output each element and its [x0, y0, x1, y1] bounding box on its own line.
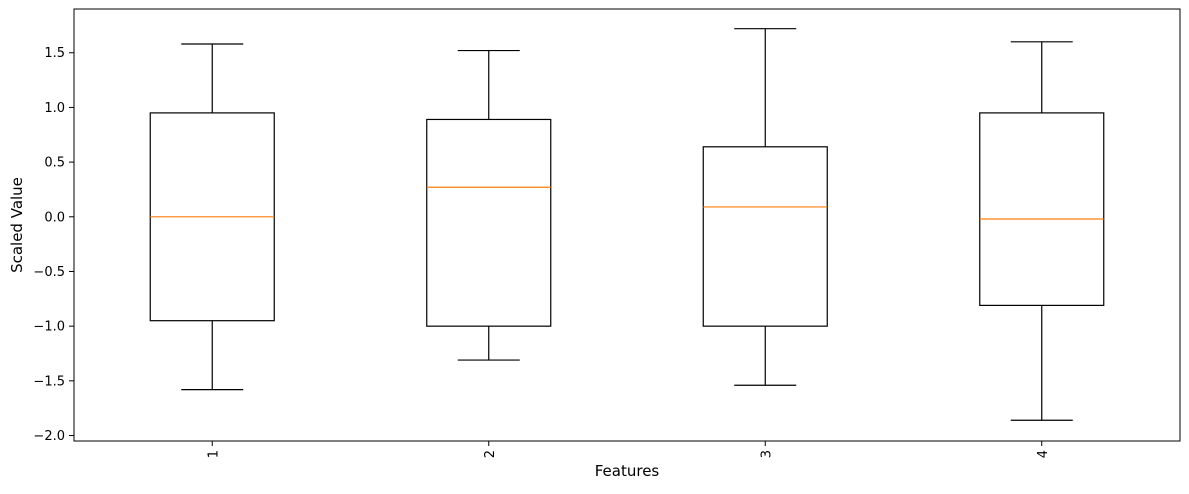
y-tick-label: 0.0 [44, 210, 65, 225]
box-series-2 [426, 49, 552, 361]
box-series-1 [149, 43, 275, 391]
y-axis: −2.0 −1.5 −1.0 −0.5 0.0 0.5 1.0 1.5 [33, 46, 74, 444]
axes-frame [73, 8, 1181, 442]
y-tick-label: −0.5 [33, 265, 65, 280]
y-tick-label: 1.0 [44, 101, 65, 116]
box-iqr [979, 112, 1105, 306]
y-tick-label: −1.5 [33, 374, 65, 389]
y-tick-label: −1.0 [33, 320, 65, 335]
box-iqr [426, 118, 552, 327]
box-series-3 [702, 28, 828, 386]
x-tick-label: 1 [206, 450, 221, 458]
y-tick-label: 0.5 [44, 156, 65, 171]
box-iqr [702, 146, 828, 327]
y-tick-label: −2.0 [33, 429, 65, 444]
plot-area [149, 28, 1105, 421]
x-axis: 1 2 3 4 [206, 441, 1051, 458]
x-axis-label: Features [595, 462, 660, 480]
x-tick-label: 4 [1036, 450, 1051, 458]
y-tick-label: 1.5 [44, 46, 65, 61]
y-axis-label: Scaled Value [8, 177, 26, 273]
box-series-4 [979, 41, 1105, 421]
x-tick-label: 2 [483, 450, 498, 458]
x-tick-label: 3 [759, 450, 774, 458]
